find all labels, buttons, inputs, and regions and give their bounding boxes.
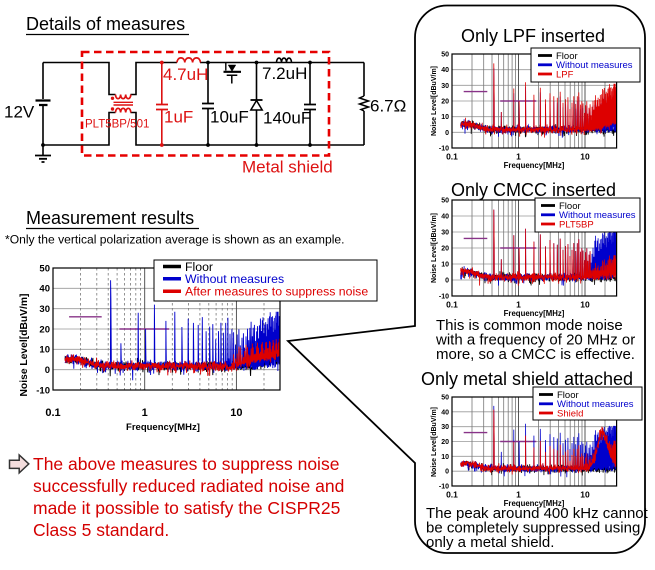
svg-text:1: 1 xyxy=(516,152,521,162)
svg-text:30: 30 xyxy=(441,83,449,90)
svg-text:50: 50 xyxy=(441,52,449,59)
svg-text:This is common mode noise: This is common mode noise xyxy=(436,317,623,334)
svg-text:1: 1 xyxy=(516,300,521,310)
svg-text:50: 50 xyxy=(39,263,50,274)
svg-text:*Only the vertical polarizatio: *Only the vertical polarization average … xyxy=(5,233,344,247)
svg-text:made it possible to satisfy th: made it possible to satisfy the CISPR25 xyxy=(33,498,340,518)
svg-text:Measurement results: Measurement results xyxy=(26,208,194,228)
svg-text:Noise Level[dBuV/m]: Noise Level[dBuV/m] xyxy=(19,294,30,397)
svg-text:The above measures to suppress: The above measures to suppress noise xyxy=(33,454,339,474)
svg-text:Without measures: Without measures xyxy=(556,60,633,71)
svg-text:Only LPF inserted: Only LPF inserted xyxy=(461,26,605,46)
svg-text:0: 0 xyxy=(45,365,50,376)
svg-text:12V: 12V xyxy=(4,103,35,122)
svg-text:PLT5BP: PLT5BP xyxy=(559,219,594,230)
svg-text:Frequency[MHz]: Frequency[MHz] xyxy=(504,161,565,170)
svg-text:10: 10 xyxy=(580,300,590,310)
svg-text:-10: -10 xyxy=(439,145,449,152)
svg-text:with a frequency of 20 MHz or: with a frequency of 20 MHz or xyxy=(435,332,635,349)
svg-text:be completely suppressed using: be completely suppressed using xyxy=(426,520,640,537)
svg-text:0.1: 0.1 xyxy=(446,300,458,310)
svg-text:30: 30 xyxy=(39,304,50,315)
svg-text:Noise Level[dBuV/m]: Noise Level[dBuV/m] xyxy=(431,213,438,283)
svg-text:4.7uH: 4.7uH xyxy=(163,65,208,84)
svg-text:0: 0 xyxy=(445,130,449,137)
svg-text:Noise Level[dBuV/m]: Noise Level[dBuV/m] xyxy=(431,66,438,136)
svg-text:successfully reduced radiated: successfully reduced radiated noise and xyxy=(33,476,344,496)
svg-text:The peak around 400 kHz cannot: The peak around 400 kHz cannot xyxy=(426,505,649,522)
svg-text:0.1: 0.1 xyxy=(446,490,458,500)
svg-text:Frequency[MHz]: Frequency[MHz] xyxy=(504,499,565,508)
svg-text:50: 50 xyxy=(441,197,449,204)
svg-text:Class 5 standard.: Class 5 standard. xyxy=(33,520,169,540)
svg-text:Floor: Floor xyxy=(185,260,213,274)
svg-text:0: 0 xyxy=(445,277,449,284)
svg-text:-10: -10 xyxy=(36,385,50,396)
svg-text:10: 10 xyxy=(580,152,590,162)
svg-text:10: 10 xyxy=(441,261,449,268)
svg-text:20: 20 xyxy=(441,439,449,446)
svg-text:40: 40 xyxy=(441,409,449,416)
svg-text:0.1: 0.1 xyxy=(446,152,458,162)
svg-text:50: 50 xyxy=(441,394,449,401)
svg-text:Floor: Floor xyxy=(556,51,578,62)
svg-text:Only metal shield attached: Only metal shield attached xyxy=(421,369,633,389)
svg-text:6.7Ω: 6.7Ω xyxy=(370,97,406,116)
svg-text:Noise Level[dBuV/m]: Noise Level[dBuV/m] xyxy=(431,407,438,477)
svg-text:PLT5BP/501: PLT5BP/501 xyxy=(85,119,149,131)
svg-text:LPF: LPF xyxy=(556,69,574,80)
svg-text:Without measures: Without measures xyxy=(559,210,636,221)
svg-text:7.2uH: 7.2uH xyxy=(262,64,307,83)
svg-text:Floor: Floor xyxy=(557,390,579,401)
svg-text:10uF: 10uF xyxy=(210,108,249,127)
svg-text:40: 40 xyxy=(39,284,50,295)
svg-text:40: 40 xyxy=(441,213,449,220)
svg-text:30: 30 xyxy=(441,229,449,236)
svg-text:Metal shield: Metal shield xyxy=(242,158,333,177)
svg-text:20: 20 xyxy=(441,99,449,106)
svg-text:Details of measures: Details of measures xyxy=(26,14,185,34)
svg-text:Shield: Shield xyxy=(557,408,583,419)
svg-text:10: 10 xyxy=(39,345,50,356)
svg-text:1uF: 1uF xyxy=(164,108,193,127)
svg-text:Frequency[MHz]: Frequency[MHz] xyxy=(504,309,565,318)
svg-text:10: 10 xyxy=(441,454,449,461)
svg-text:10: 10 xyxy=(230,407,242,419)
svg-text:Without measures: Without measures xyxy=(557,399,634,410)
svg-text:20: 20 xyxy=(441,245,449,252)
svg-text:Without measures: Without measures xyxy=(185,272,284,286)
svg-text:more, so a CMCC is effective.: more, so a CMCC is effective. xyxy=(436,346,635,363)
svg-text:-10: -10 xyxy=(439,483,449,490)
svg-text:1: 1 xyxy=(142,407,148,419)
svg-text:10: 10 xyxy=(441,114,449,121)
svg-text:30: 30 xyxy=(441,424,449,431)
svg-text:only a metal shield.: only a metal shield. xyxy=(426,534,554,551)
svg-text:Frequency[MHz]: Frequency[MHz] xyxy=(126,422,200,433)
svg-text:Only CMCC inserted: Only CMCC inserted xyxy=(451,180,616,200)
svg-text:Floor: Floor xyxy=(559,201,581,212)
svg-text:10: 10 xyxy=(580,490,590,500)
svg-text:0: 0 xyxy=(445,469,449,476)
svg-text:After measures to suppress noi: After measures to suppress noise xyxy=(185,285,368,299)
svg-text:-10: -10 xyxy=(439,293,449,300)
svg-text:20: 20 xyxy=(39,324,50,335)
svg-text:40: 40 xyxy=(441,67,449,74)
svg-text:1: 1 xyxy=(516,490,521,500)
svg-text:140uF: 140uF xyxy=(263,109,311,128)
svg-text:0.1: 0.1 xyxy=(45,407,60,419)
